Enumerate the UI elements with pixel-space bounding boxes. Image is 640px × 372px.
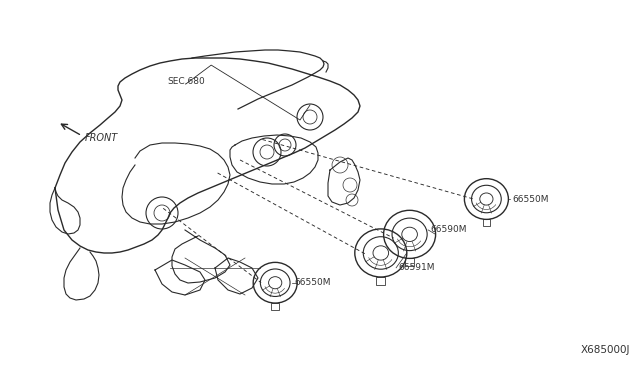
Bar xyxy=(483,219,490,226)
Text: SEC.680: SEC.680 xyxy=(168,77,205,86)
Bar xyxy=(271,303,279,310)
Text: 66550M: 66550M xyxy=(294,278,331,287)
Text: 66550M: 66550M xyxy=(512,195,548,203)
Text: 66590M: 66590M xyxy=(430,225,467,234)
Text: FRONT: FRONT xyxy=(85,133,118,143)
Bar xyxy=(376,277,385,285)
Text: 66591M: 66591M xyxy=(398,263,435,272)
Bar xyxy=(405,258,414,266)
Text: X685000J: X685000J xyxy=(580,345,630,355)
